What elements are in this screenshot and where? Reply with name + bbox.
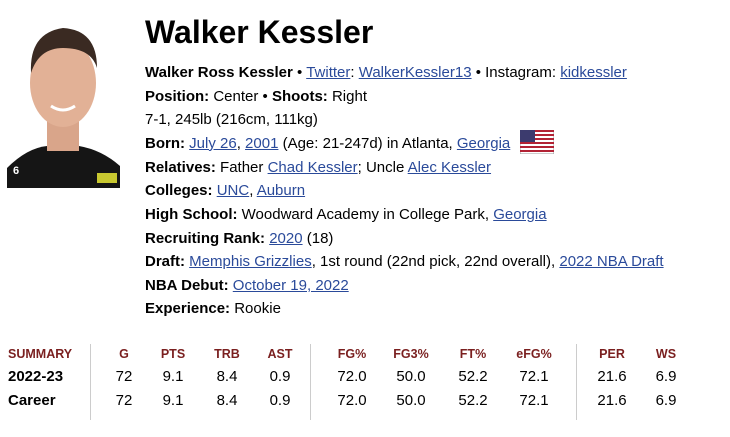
- draft-link[interactable]: 2022 NBA Draft: [559, 253, 664, 271]
- stat-cell: 52.2: [458, 392, 488, 409]
- column-header: PER: [599, 347, 625, 361]
- age-text: (Age: 21-247d) in Atlanta,: [282, 134, 453, 152]
- stat-cell: 50.0: [396, 368, 426, 385]
- page-title: Walker Kessler: [145, 14, 374, 50]
- column-header: WS: [655, 347, 677, 361]
- father-link[interactable]: Chad Kessler: [267, 158, 358, 176]
- recruiting-line: Recruiting Rank: 2020 (18): [145, 227, 664, 251]
- summary-header-row: SUMMARY G PTS TRB AST FG% FG3% FT% eFG% PER WS: [0, 347, 730, 369]
- column-header: G: [119, 347, 129, 361]
- divider: [90, 344, 91, 420]
- stat-cell: 21.6: [597, 392, 627, 409]
- hs-value: Woodward Academy in College Park,: [241, 206, 490, 223]
- stat-cell: 0.9: [269, 392, 291, 409]
- instagram-label: Instagram:: [485, 64, 557, 81]
- recruiting-year-link[interactable]: 2020: [269, 229, 303, 247]
- born-state-link[interactable]: Georgia: [456, 134, 511, 152]
- stat-cell: 9.1: [162, 392, 184, 409]
- draft-team-link[interactable]: Memphis Grizzlies: [189, 253, 312, 271]
- colleges-line: Colleges: UNC, Auburn: [145, 182, 306, 200]
- stat-cell: 2022-23: [8, 368, 64, 385]
- name-line: Walker Ross Kessler • Twitter: WalkerKes…: [145, 64, 627, 81]
- column-header: FG%: [337, 347, 367, 361]
- college-auburn-link[interactable]: Auburn: [256, 182, 306, 200]
- column-header: FG3%: [393, 347, 429, 361]
- draft-label: Draft:: [145, 253, 185, 271]
- stat-cell: 0.9: [269, 368, 291, 385]
- shoots-label: Shoots:: [271, 87, 328, 105]
- instagram-link[interactable]: kidkessler: [560, 64, 627, 81]
- father-prefix: Father: [220, 158, 264, 176]
- debut-link[interactable]: October 19, 2022: [232, 276, 349, 294]
- hs-label: High School:: [145, 206, 238, 223]
- draft-detail: , 1st round (22nd pick, 22nd overall),: [311, 253, 556, 271]
- relatives-label: Relatives:: [145, 158, 216, 176]
- stat-cell: 8.4: [216, 392, 238, 409]
- stat-cell: 8.4: [216, 368, 238, 385]
- born-date-link[interactable]: July 26: [189, 134, 237, 152]
- stat-cell: 52.2: [458, 368, 488, 385]
- debut-label: NBA Debut:: [145, 276, 229, 294]
- stat-cell: 72: [115, 392, 133, 409]
- position-label: Position:: [145, 87, 210, 105]
- stat-cell: 72.0: [337, 392, 367, 409]
- column-header: PTS: [160, 347, 186, 361]
- born-year-link[interactable]: 2001: [245, 134, 279, 152]
- relatives-line: Relatives: Father Chad Kessler; Uncle Al…: [145, 156, 664, 180]
- recruiting-rank: (18): [306, 229, 334, 247]
- column-header: FT%: [459, 347, 487, 361]
- debut-line: NBA Debut: October 19, 2022: [145, 274, 664, 298]
- college-unc-link[interactable]: UNC: [216, 182, 250, 200]
- column-header: eFG%: [516, 347, 552, 361]
- svg-text:6: 6: [13, 165, 19, 177]
- stat-cell: 72: [115, 368, 133, 385]
- experience-line: Experience: Rookie: [145, 297, 664, 321]
- colleges-label: Colleges:: [145, 182, 213, 200]
- uncle-link[interactable]: Alec Kessler: [407, 158, 492, 176]
- divider: [310, 344, 311, 420]
- size-line: 7-1, 245lb (216cm, 111kg): [145, 111, 318, 129]
- stat-cell: 9.1: [162, 368, 184, 385]
- player-photo: 6: [7, 18, 120, 188]
- high-school-line: High School: Woodward Academy in College…: [145, 203, 664, 227]
- stat-cell: 72.1: [519, 368, 549, 385]
- stat-cell: Career: [8, 392, 56, 409]
- us-flag-icon: [520, 129, 555, 154]
- column-header: AST: [267, 347, 293, 361]
- column-header: TRB: [214, 347, 240, 361]
- table-row: 2022-23 72 9.1 8.4 0.9 72.0 50.0 52.2 72.1 21.6 6.…: [0, 368, 730, 390]
- divider: [576, 344, 577, 420]
- column-header: SUMMARY: [8, 347, 73, 361]
- shoots-value: Right: [331, 87, 367, 105]
- player-info: Walker Ross Kessler • Twitter: WalkerKes…: [145, 61, 664, 321]
- stat-cell: 50.0: [396, 392, 426, 409]
- position-line: Position: Center • Shoots: Right: [145, 87, 367, 105]
- twitter-handle-link[interactable]: WalkerKessler13: [358, 64, 472, 81]
- born-label: Born:: [145, 134, 185, 152]
- stat-cell: 72.1: [519, 392, 549, 409]
- full-name: Walker Ross Kessler: [145, 64, 293, 81]
- experience-label: Experience:: [145, 300, 231, 318]
- table-row: Career 72 9.1 8.4 0.9 72.0 50.0 52.2 72.1 21.6 6.9: [0, 392, 730, 414]
- stat-cell: 6.9: [655, 368, 677, 385]
- stat-cell: 72.0: [337, 368, 367, 385]
- twitter-link[interactable]: Twitter: [306, 64, 351, 81]
- stat-cell: 21.6: [597, 368, 627, 385]
- position-value: Center: [213, 87, 259, 105]
- draft-line: Draft: Memphis Grizzlies, 1st round (22n…: [145, 250, 664, 274]
- stat-cell: 6.9: [655, 392, 677, 409]
- recruiting-label: Recruiting Rank:: [145, 229, 266, 247]
- hs-state-link[interactable]: Georgia: [493, 206, 547, 223]
- uncle-prefix: ; Uncle: [357, 158, 405, 176]
- born-line: Born: July 26, 2001 (Age: 21-247d) in At…: [145, 129, 664, 156]
- experience-value: Rookie: [234, 300, 281, 318]
